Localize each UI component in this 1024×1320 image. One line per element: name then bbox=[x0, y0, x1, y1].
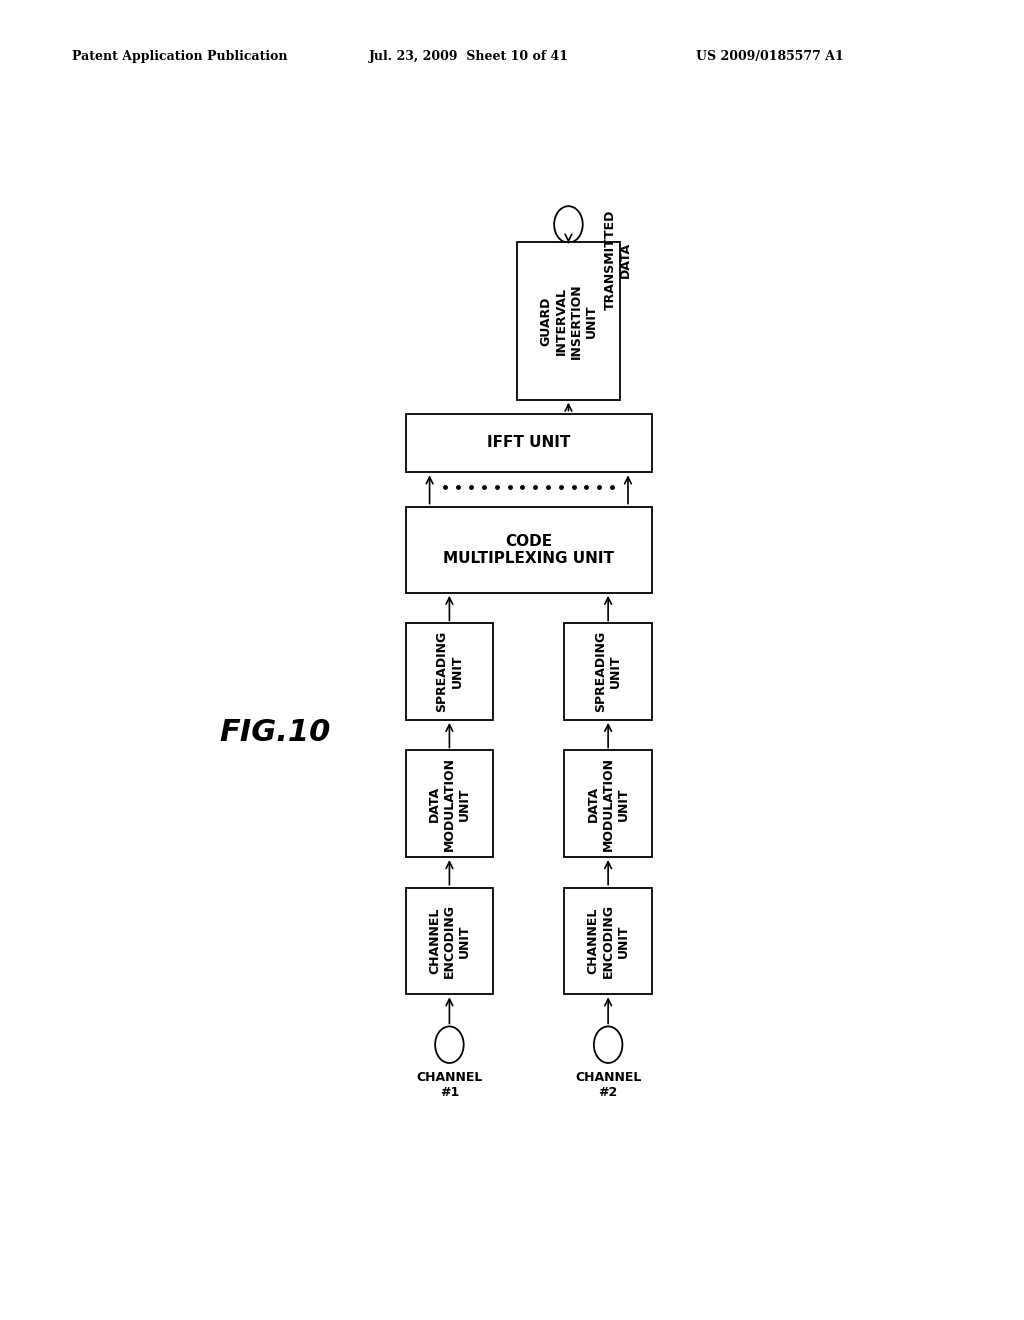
Bar bbox=[564, 887, 652, 994]
Text: CHANNEL
ENCODING
UNIT: CHANNEL ENCODING UNIT bbox=[428, 904, 471, 978]
Text: CHANNEL
#2: CHANNEL #2 bbox=[574, 1071, 641, 1100]
Text: CODE
MULTIPLEXING UNIT: CODE MULTIPLEXING UNIT bbox=[443, 533, 614, 566]
Text: FIG.10: FIG.10 bbox=[219, 718, 331, 747]
Text: TRANSMITTED
DATA: TRANSMITTED DATA bbox=[604, 210, 632, 310]
Text: SPREADING
UNIT: SPREADING UNIT bbox=[435, 631, 464, 713]
Text: DATA
MODULATION
UNIT: DATA MODULATION UNIT bbox=[587, 756, 630, 851]
Text: US 2009/0185577 A1: US 2009/0185577 A1 bbox=[696, 50, 844, 63]
Bar bbox=[517, 243, 621, 400]
Text: CHANNEL
#1: CHANNEL #1 bbox=[416, 1071, 482, 1100]
Text: Jul. 23, 2009  Sheet 10 of 41: Jul. 23, 2009 Sheet 10 of 41 bbox=[369, 50, 568, 63]
Text: SPREADING
UNIT: SPREADING UNIT bbox=[594, 631, 623, 713]
Bar bbox=[406, 413, 651, 473]
Text: GUARD
INTERVAL
INSERTION
UNIT: GUARD INTERVAL INSERTION UNIT bbox=[540, 284, 597, 359]
Text: CHANNEL
ENCODING
UNIT: CHANNEL ENCODING UNIT bbox=[587, 904, 630, 978]
Text: Patent Application Publication: Patent Application Publication bbox=[72, 50, 287, 63]
Bar bbox=[406, 751, 494, 857]
Text: IFFT UNIT: IFFT UNIT bbox=[487, 436, 570, 450]
Bar bbox=[406, 507, 651, 593]
Bar bbox=[564, 623, 652, 719]
Bar bbox=[406, 887, 494, 994]
Bar bbox=[564, 751, 652, 857]
Bar bbox=[406, 623, 494, 719]
Text: DATA
MODULATION
UNIT: DATA MODULATION UNIT bbox=[428, 756, 471, 851]
